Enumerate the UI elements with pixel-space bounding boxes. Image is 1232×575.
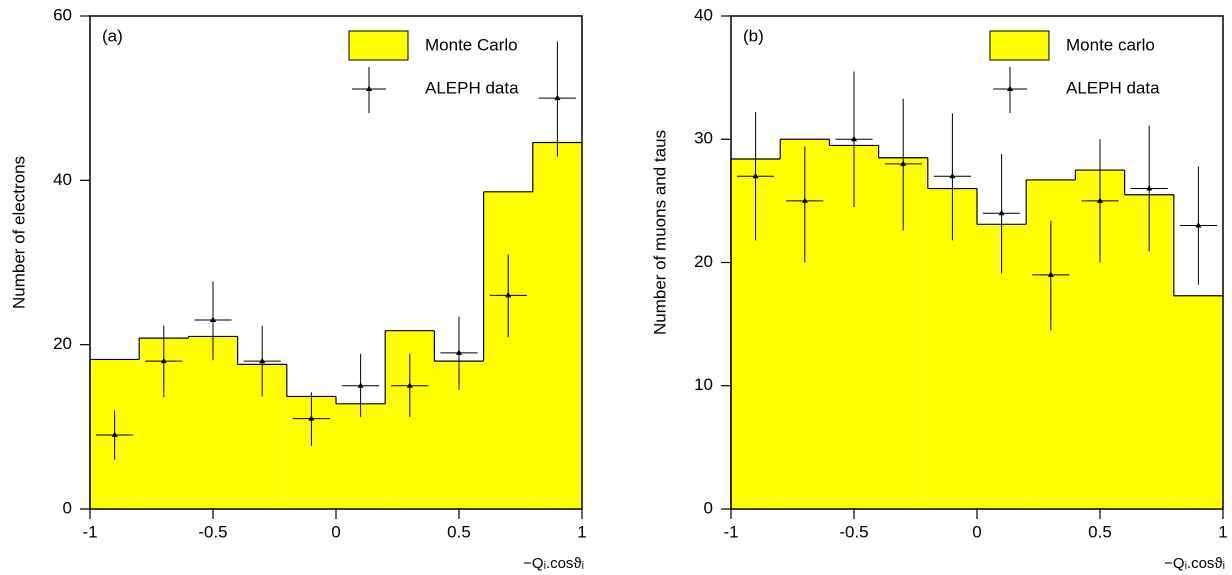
chart: 0 20 40 60 -1 -0.5 0 0.5 1 Monte Carlo ALEPH data (…: [9, 5, 586, 571]
data-point: [505, 291, 512, 298]
legend-label: Monte carlo: [1066, 35, 1155, 54]
histogram-bar: [188, 336, 238, 509]
data-point: [210, 316, 216, 323]
y-tick-label: 10: [694, 375, 713, 394]
legend-marker: [1007, 85, 1013, 91]
y-tick-label: 20: [694, 252, 713, 271]
panel-label: (a): [102, 26, 123, 45]
y-tick-label: 30: [694, 129, 713, 148]
data-point: [752, 172, 759, 179]
data-point: [1146, 185, 1153, 191]
y-tick-label: 40: [53, 170, 72, 189]
data-point: [998, 209, 1005, 216]
x-tick-label: -0.5: [839, 522, 868, 541]
x-tick-label: 0.5: [447, 522, 471, 541]
x-tick-label: -1: [723, 522, 738, 541]
y-axis-label: Number of muons and taus: [650, 130, 669, 335]
data-point: [308, 415, 315, 421]
histogram-bar: [483, 191, 533, 509]
y-tick-label: 60: [53, 5, 72, 24]
y-tick-label: 0: [704, 498, 713, 517]
y-tick-label: 20: [53, 334, 72, 353]
data-point: [1195, 222, 1202, 228]
legend-marker: [366, 85, 372, 91]
y-axis-label: Number of electrons: [9, 156, 28, 309]
histogram-bar: [336, 403, 386, 509]
data-point: [357, 382, 364, 388]
histogram-bar: [927, 188, 977, 510]
legend-label: Monte Carlo: [425, 35, 518, 54]
chart: 0 10 20 30 40 -1 -0.5 0 0.5 1 Monte carlo ALEPH dat…: [650, 5, 1227, 571]
data-point: [456, 349, 462, 355]
histogram-bar: [1173, 295, 1223, 509]
data-point: [851, 135, 857, 142]
legend-label: ALEPH data: [425, 78, 519, 97]
panel-label: (b): [743, 26, 764, 45]
x-tick-label: 0: [972, 522, 981, 541]
legend-swatch: [989, 30, 1050, 61]
x-tick-label: 0: [331, 522, 340, 541]
data-point: [801, 197, 808, 203]
data-point: [900, 160, 907, 166]
y-tick-label: 0: [63, 498, 72, 517]
x-tick-label: 0.5: [1088, 522, 1112, 541]
data-point: [554, 94, 561, 101]
y-tick-label: 40: [694, 5, 713, 24]
data-point: [259, 357, 266, 364]
x-tick-label: -1: [82, 522, 97, 541]
x-axis-label: −Qᵢ.cosϑᵢ: [1164, 555, 1225, 572]
x-axis-label: −Qᵢ.cosϑᵢ: [523, 555, 584, 572]
data-point: [1047, 271, 1054, 277]
legend-swatch: [348, 30, 409, 61]
data-point: [406, 382, 413, 388]
legend-label: ALEPH data: [1066, 78, 1160, 97]
data-point: [111, 431, 118, 438]
histogram-bar: [532, 142, 582, 509]
data-point: [160, 357, 167, 364]
x-tick-label: -0.5: [198, 522, 227, 541]
data-point: [1097, 197, 1103, 203]
x-tick-label: 1: [577, 522, 586, 541]
data-point: [949, 172, 956, 179]
x-tick-label: 1: [1218, 522, 1227, 541]
